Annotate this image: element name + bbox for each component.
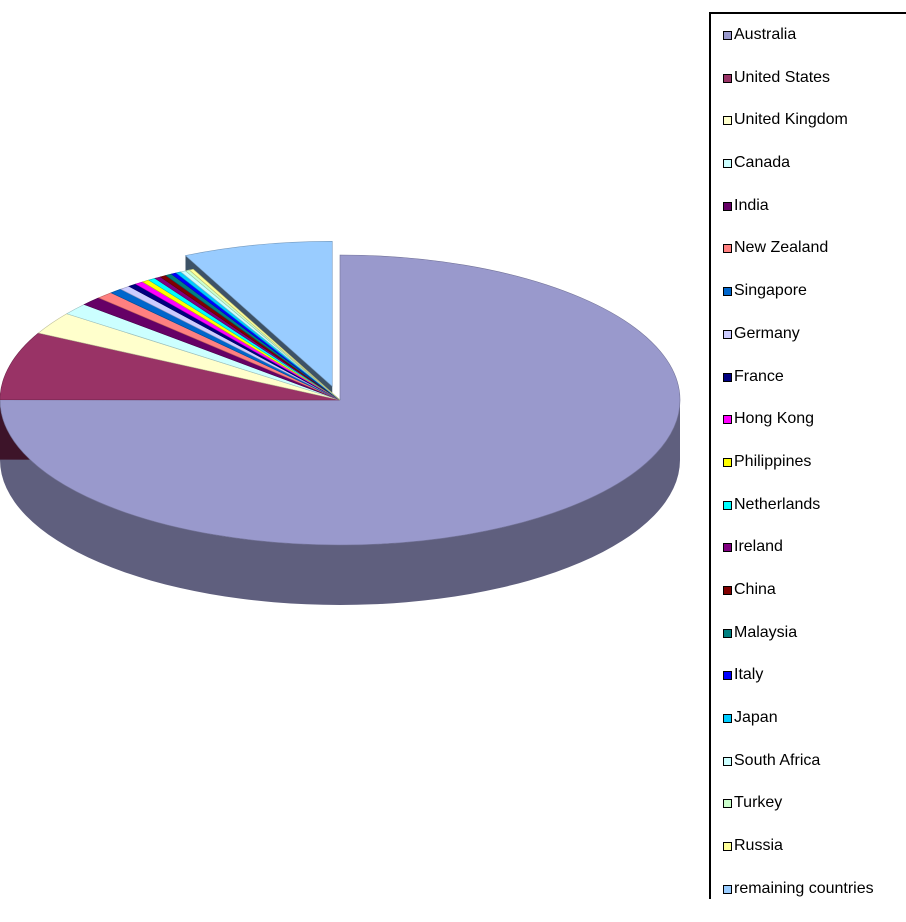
- legend-label: India: [734, 196, 769, 214]
- legend-label: United Kingdom: [734, 111, 848, 129]
- legend-label: Japan: [734, 709, 778, 726]
- legend-swatch: [723, 500, 732, 510]
- legend-item-turkey: Turkey: [723, 794, 874, 837]
- legend-label: remaining countries: [734, 879, 874, 897]
- legend-label: Russia: [734, 837, 783, 855]
- legend-swatch: [723, 543, 732, 553]
- legend-label: China: [734, 580, 776, 598]
- legend-label: Canada: [734, 154, 791, 172]
- legend-list: Australia United States United Kingdom Cana…: [723, 26, 874, 922]
- pie-chart: [0, 241, 681, 605]
- legend-label: Ireland: [734, 538, 783, 556]
- legend-label: United States: [734, 68, 831, 86]
- legend-swatch: [723, 329, 732, 339]
- legend-swatch: [723, 415, 732, 425]
- legend-item-china: China: [723, 581, 874, 624]
- legend-item-new-zealand: New Zealand: [723, 239, 874, 282]
- legend-label: France: [734, 367, 784, 385]
- legend-item-hong-kong: Hong Kong: [723, 410, 874, 453]
- pie-slices: [0, 241, 681, 605]
- legend-swatch: [723, 372, 732, 382]
- legend-item-netherlands: Netherlands: [723, 496, 874, 539]
- legend-swatch: [723, 159, 732, 169]
- pie-slice-remaining-countries: [184, 241, 333, 388]
- legend-item-canada: Canada: [723, 154, 874, 197]
- legend-swatch: [723, 585, 732, 595]
- legend-label: Hong Kong: [734, 410, 815, 428]
- legend-swatch: [723, 884, 732, 894]
- legend-item-south-africa: South Africa: [723, 752, 874, 795]
- legend-label: Netherlands: [734, 495, 821, 513]
- legend-label: South Africa: [734, 751, 821, 769]
- legend-swatch: [723, 799, 732, 809]
- legend-swatch: [723, 628, 732, 638]
- legend: Australia United States United Kingdom Cana…: [709, 12, 906, 899]
- legend-swatch: [723, 116, 732, 126]
- legend-item-australia: Australia: [723, 26, 874, 69]
- legend-label: New Zealand: [734, 239, 829, 257]
- legend-item-italy: Italy: [723, 666, 874, 709]
- legend-label: Italy: [734, 666, 764, 684]
- legend-swatch: [723, 457, 732, 467]
- legend-item-united-states: United States: [723, 69, 874, 112]
- legend-item-philippines: Philippines: [723, 453, 874, 496]
- legend-item-russia: Russia: [723, 837, 874, 880]
- legend-item-france: France: [723, 368, 874, 411]
- legend-swatch: [723, 201, 732, 211]
- legend-item-malaysia: Malaysia: [723, 624, 874, 667]
- legend-label: Australia: [734, 26, 797, 43]
- legend-item-ireland: Ireland: [723, 538, 874, 581]
- pie-slice-russia: [188, 268, 341, 401]
- legend-item-india: India: [723, 197, 874, 240]
- legend-item-singapore: Singapore: [723, 282, 874, 325]
- legend-item-remaining-countries: remaining countries: [723, 880, 874, 922]
- pie-slice-united-states: [0, 332, 341, 401]
- legend-label: Malaysia: [734, 623, 798, 641]
- legend-label: Germany: [734, 324, 800, 342]
- legend-swatch: [723, 31, 732, 40]
- legend-swatch: [723, 73, 732, 83]
- legend-label: Philippines: [734, 452, 812, 470]
- legend-swatch: [723, 244, 732, 254]
- legend-swatch: [723, 842, 732, 852]
- legend-item-japan: Japan: [723, 709, 874, 752]
- legend-swatch: [723, 671, 732, 681]
- legend-swatch: [723, 756, 732, 766]
- legend-label: Singapore: [734, 282, 807, 300]
- legend-swatch: [723, 287, 732, 297]
- pie-side-australia: [0, 400, 680, 605]
- legend-item-united-kingdom: United Kingdom: [723, 111, 874, 154]
- legend-swatch: [723, 714, 732, 723]
- legend-item-germany: Germany: [723, 325, 874, 368]
- legend-label: Turkey: [734, 794, 783, 812]
